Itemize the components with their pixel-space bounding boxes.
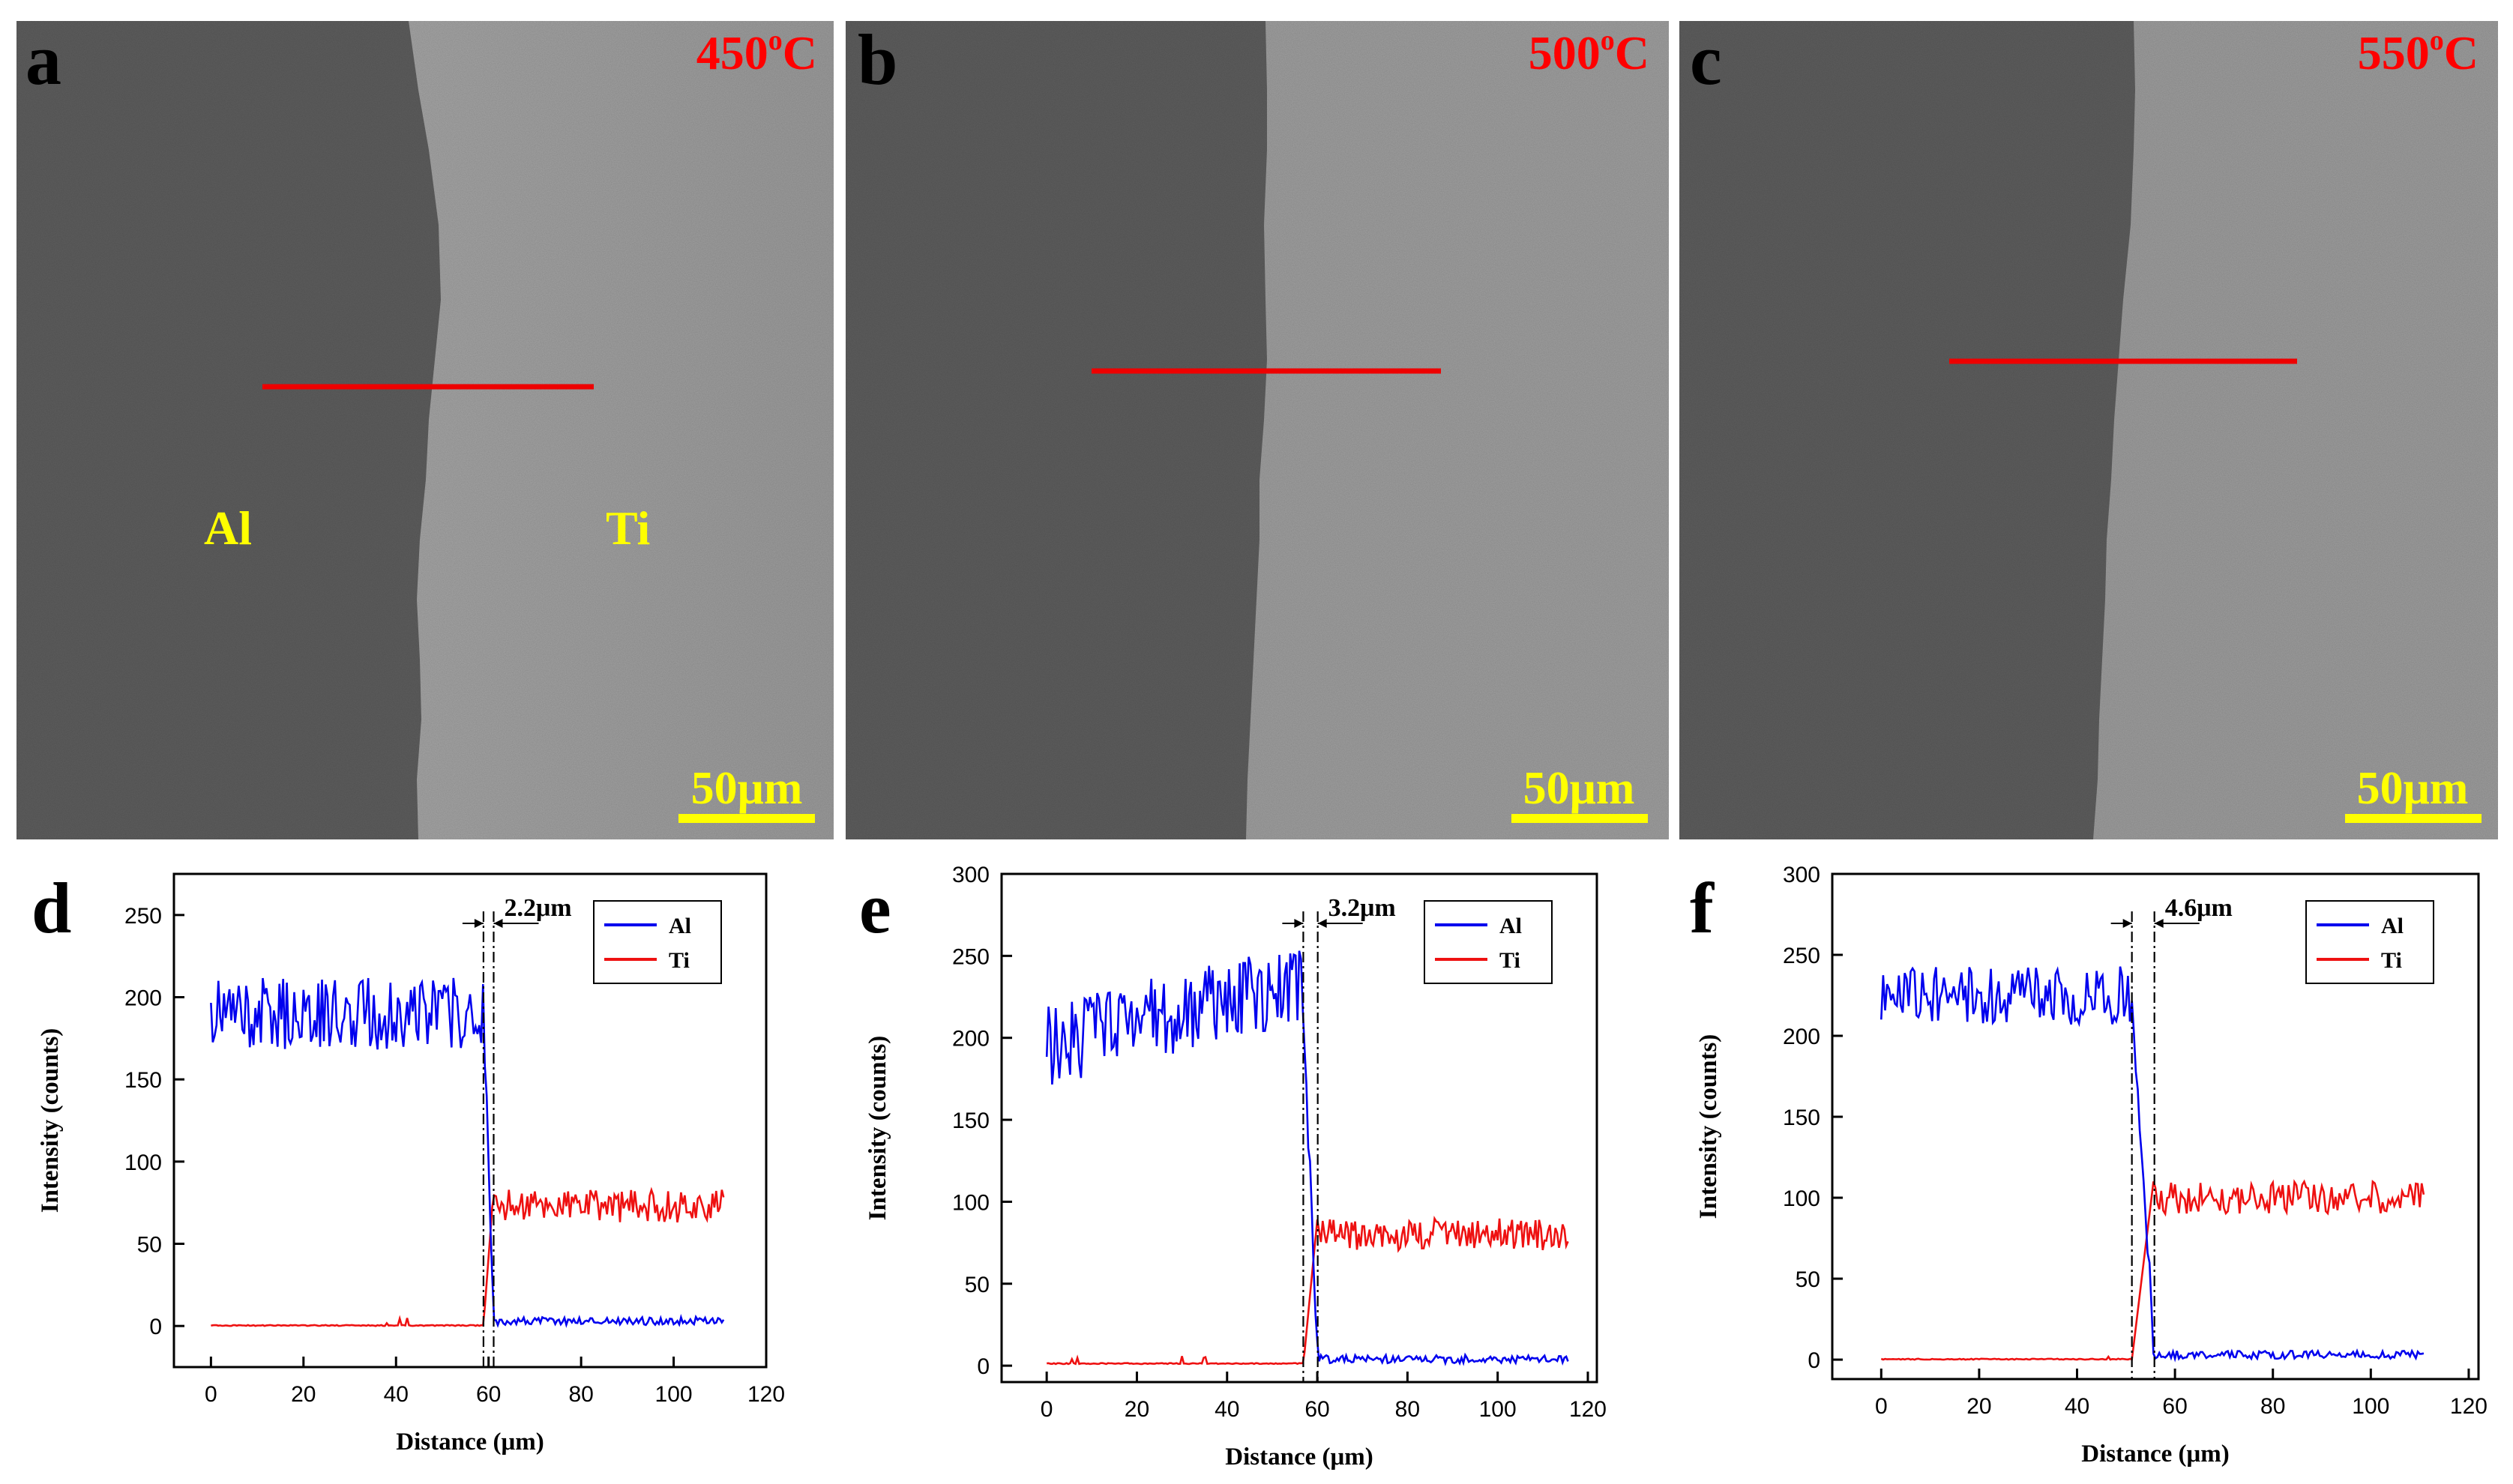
annotation-arrowhead-left — [1294, 919, 1304, 928]
plot-frame — [172, 872, 768, 1369]
x-tick-label: 80 — [568, 1382, 593, 1407]
series-ti-line — [211, 1186, 725, 1327]
panel-letter: d — [31, 868, 71, 948]
x-tick-label: 40 — [1215, 1397, 1239, 1422]
x-tick-label: 40 — [384, 1382, 409, 1407]
series-al-line — [1880, 966, 2425, 1363]
x-tick-label: 60 — [476, 1382, 501, 1407]
x-tick-label: 0 — [1875, 1394, 1888, 1419]
y-tick-label: 100 — [1783, 1186, 1820, 1211]
interface-width-annotation: 2.2μm — [504, 894, 571, 922]
legend-label-al: Al — [2381, 914, 2404, 938]
x-axis-label: Distance (μm) — [2081, 1441, 2229, 1468]
line-scan-chart-f: f 0 20 40 60 80 100 120 0 50 100 150 200 250 300 Distan… — [1690, 863, 2488, 1468]
y-tick-label: 150 — [124, 1068, 162, 1093]
legend-box — [593, 900, 722, 984]
legend-label-ti: Ti — [1499, 948, 1520, 973]
y-tick-label: 250 — [952, 944, 990, 969]
y-axis-label: Intensity (counts) — [37, 1028, 64, 1213]
x-tick-label: 120 — [747, 1382, 785, 1407]
y-tick-label: 50 — [137, 1233, 162, 1258]
y-axis-label: Intensity (counts) — [1695, 1034, 1722, 1219]
scalebar — [678, 814, 815, 823]
scalebar — [1511, 814, 1648, 823]
legend-label-al: Al — [669, 914, 691, 938]
x-axis-label: Distance (μm) — [1225, 1444, 1373, 1471]
y-tick-label: 0 — [1808, 1348, 1820, 1373]
y-axis-label: Intensity (counts) — [864, 1036, 891, 1221]
x-tick-label: 0 — [205, 1382, 217, 1407]
y-tick-label: 300 — [1783, 863, 1820, 887]
x-tick-label: 100 — [655, 1382, 693, 1407]
legend-box — [1424, 900, 1553, 984]
scalebar — [2345, 814, 2482, 823]
x-tick-label: 120 — [1569, 1397, 1607, 1422]
y-tick-label: 200 — [124, 986, 162, 1011]
annotation-arrowhead-left — [474, 919, 484, 928]
y-tick-label: 100 — [124, 1150, 162, 1175]
x-tick-label: 60 — [2162, 1394, 2187, 1419]
x-tick-label: 100 — [2352, 1394, 2389, 1419]
y-tick-label: 250 — [1783, 944, 1820, 968]
legend-box — [2305, 900, 2434, 984]
panel-letter: a — [25, 19, 61, 100]
x-tick-label: 80 — [2260, 1394, 2285, 1419]
y-tick-label: 100 — [952, 1190, 990, 1215]
annotation-arrowhead-right — [493, 919, 503, 928]
series-al-line — [1045, 950, 1569, 1366]
material-label-al: Al — [204, 501, 252, 555]
series-ti-line — [1880, 1179, 2425, 1361]
x-tick-label: 80 — [1395, 1397, 1420, 1422]
scalebar-label: 50μm — [2357, 763, 2469, 814]
temperature-label: 500oC — [1529, 25, 1649, 79]
y-tick-label: 200 — [1783, 1025, 1820, 1049]
x-tick-label: 40 — [2065, 1394, 2089, 1419]
temperature-label: 450oC — [696, 25, 817, 79]
series-al-line — [210, 977, 725, 1328]
x-tick-label: 100 — [1479, 1397, 1517, 1422]
x-tick-label: 120 — [2450, 1394, 2488, 1419]
panel-letter: c — [1690, 19, 1722, 100]
x-axis-label: Distance (μm) — [396, 1429, 544, 1456]
panel-letter: b — [858, 19, 897, 100]
x-tick-label: 20 — [1125, 1397, 1149, 1422]
plot-frame — [1831, 872, 2480, 1381]
line-scan-chart-e: e 0 20 40 60 80 100 120 0 50 100 150 200 250 300 Distan… — [859, 863, 1607, 1471]
panel-letter: e — [859, 868, 891, 948]
legend-label-ti: Ti — [2381, 948, 2402, 973]
interface-width-annotation: 4.6μm — [2165, 894, 2233, 922]
annotation-arrowhead-left — [2122, 919, 2132, 928]
annotation-arrowhead-right — [1317, 919, 1327, 928]
scalebar-label: 50μm — [1523, 763, 1635, 814]
series-ti-line — [1047, 1215, 1569, 1366]
y-tick-label: 150 — [1783, 1106, 1820, 1130]
y-tick-label: 0 — [149, 1315, 162, 1339]
material-label-ti: Ti — [606, 501, 650, 555]
y-tick-label: 0 — [977, 1354, 990, 1379]
legend-label-al: Al — [1499, 914, 1522, 938]
legend-label-ti: Ti — [669, 948, 690, 973]
line-scan-chart-d: d 0 20 40 60 80 100 120 0 50 100 150 200 250 Distance … — [31, 868, 785, 1456]
x-tick-label: 60 — [1304, 1397, 1329, 1422]
temperature-label: 550oC — [2358, 25, 2479, 79]
x-tick-label: 20 — [1966, 1394, 1991, 1419]
y-tick-label: 250 — [124, 904, 162, 929]
plot-frame — [1000, 872, 1598, 1384]
sem-panel-c: c 550oC 50μm — [1679, 19, 2498, 839]
sem-panel-a: a 450oC Al Ti 50μm — [16, 19, 834, 839]
annotation-arrowhead-right — [2154, 919, 2164, 928]
scalebar-label: 50μm — [691, 763, 803, 814]
y-tick-label: 150 — [952, 1109, 990, 1133]
y-tick-label: 200 — [952, 1027, 990, 1052]
y-tick-label: 50 — [965, 1273, 990, 1297]
sem-panel-b: b 500oC 50μm — [846, 19, 1669, 839]
x-tick-label: 20 — [291, 1382, 316, 1407]
y-tick-label: 50 — [1796, 1267, 1820, 1292]
y-tick-label: 300 — [952, 863, 990, 887]
interface-width-annotation: 3.2μm — [1328, 894, 1396, 922]
panel-letter: f — [1690, 868, 1715, 948]
x-tick-label: 0 — [1041, 1397, 1053, 1422]
